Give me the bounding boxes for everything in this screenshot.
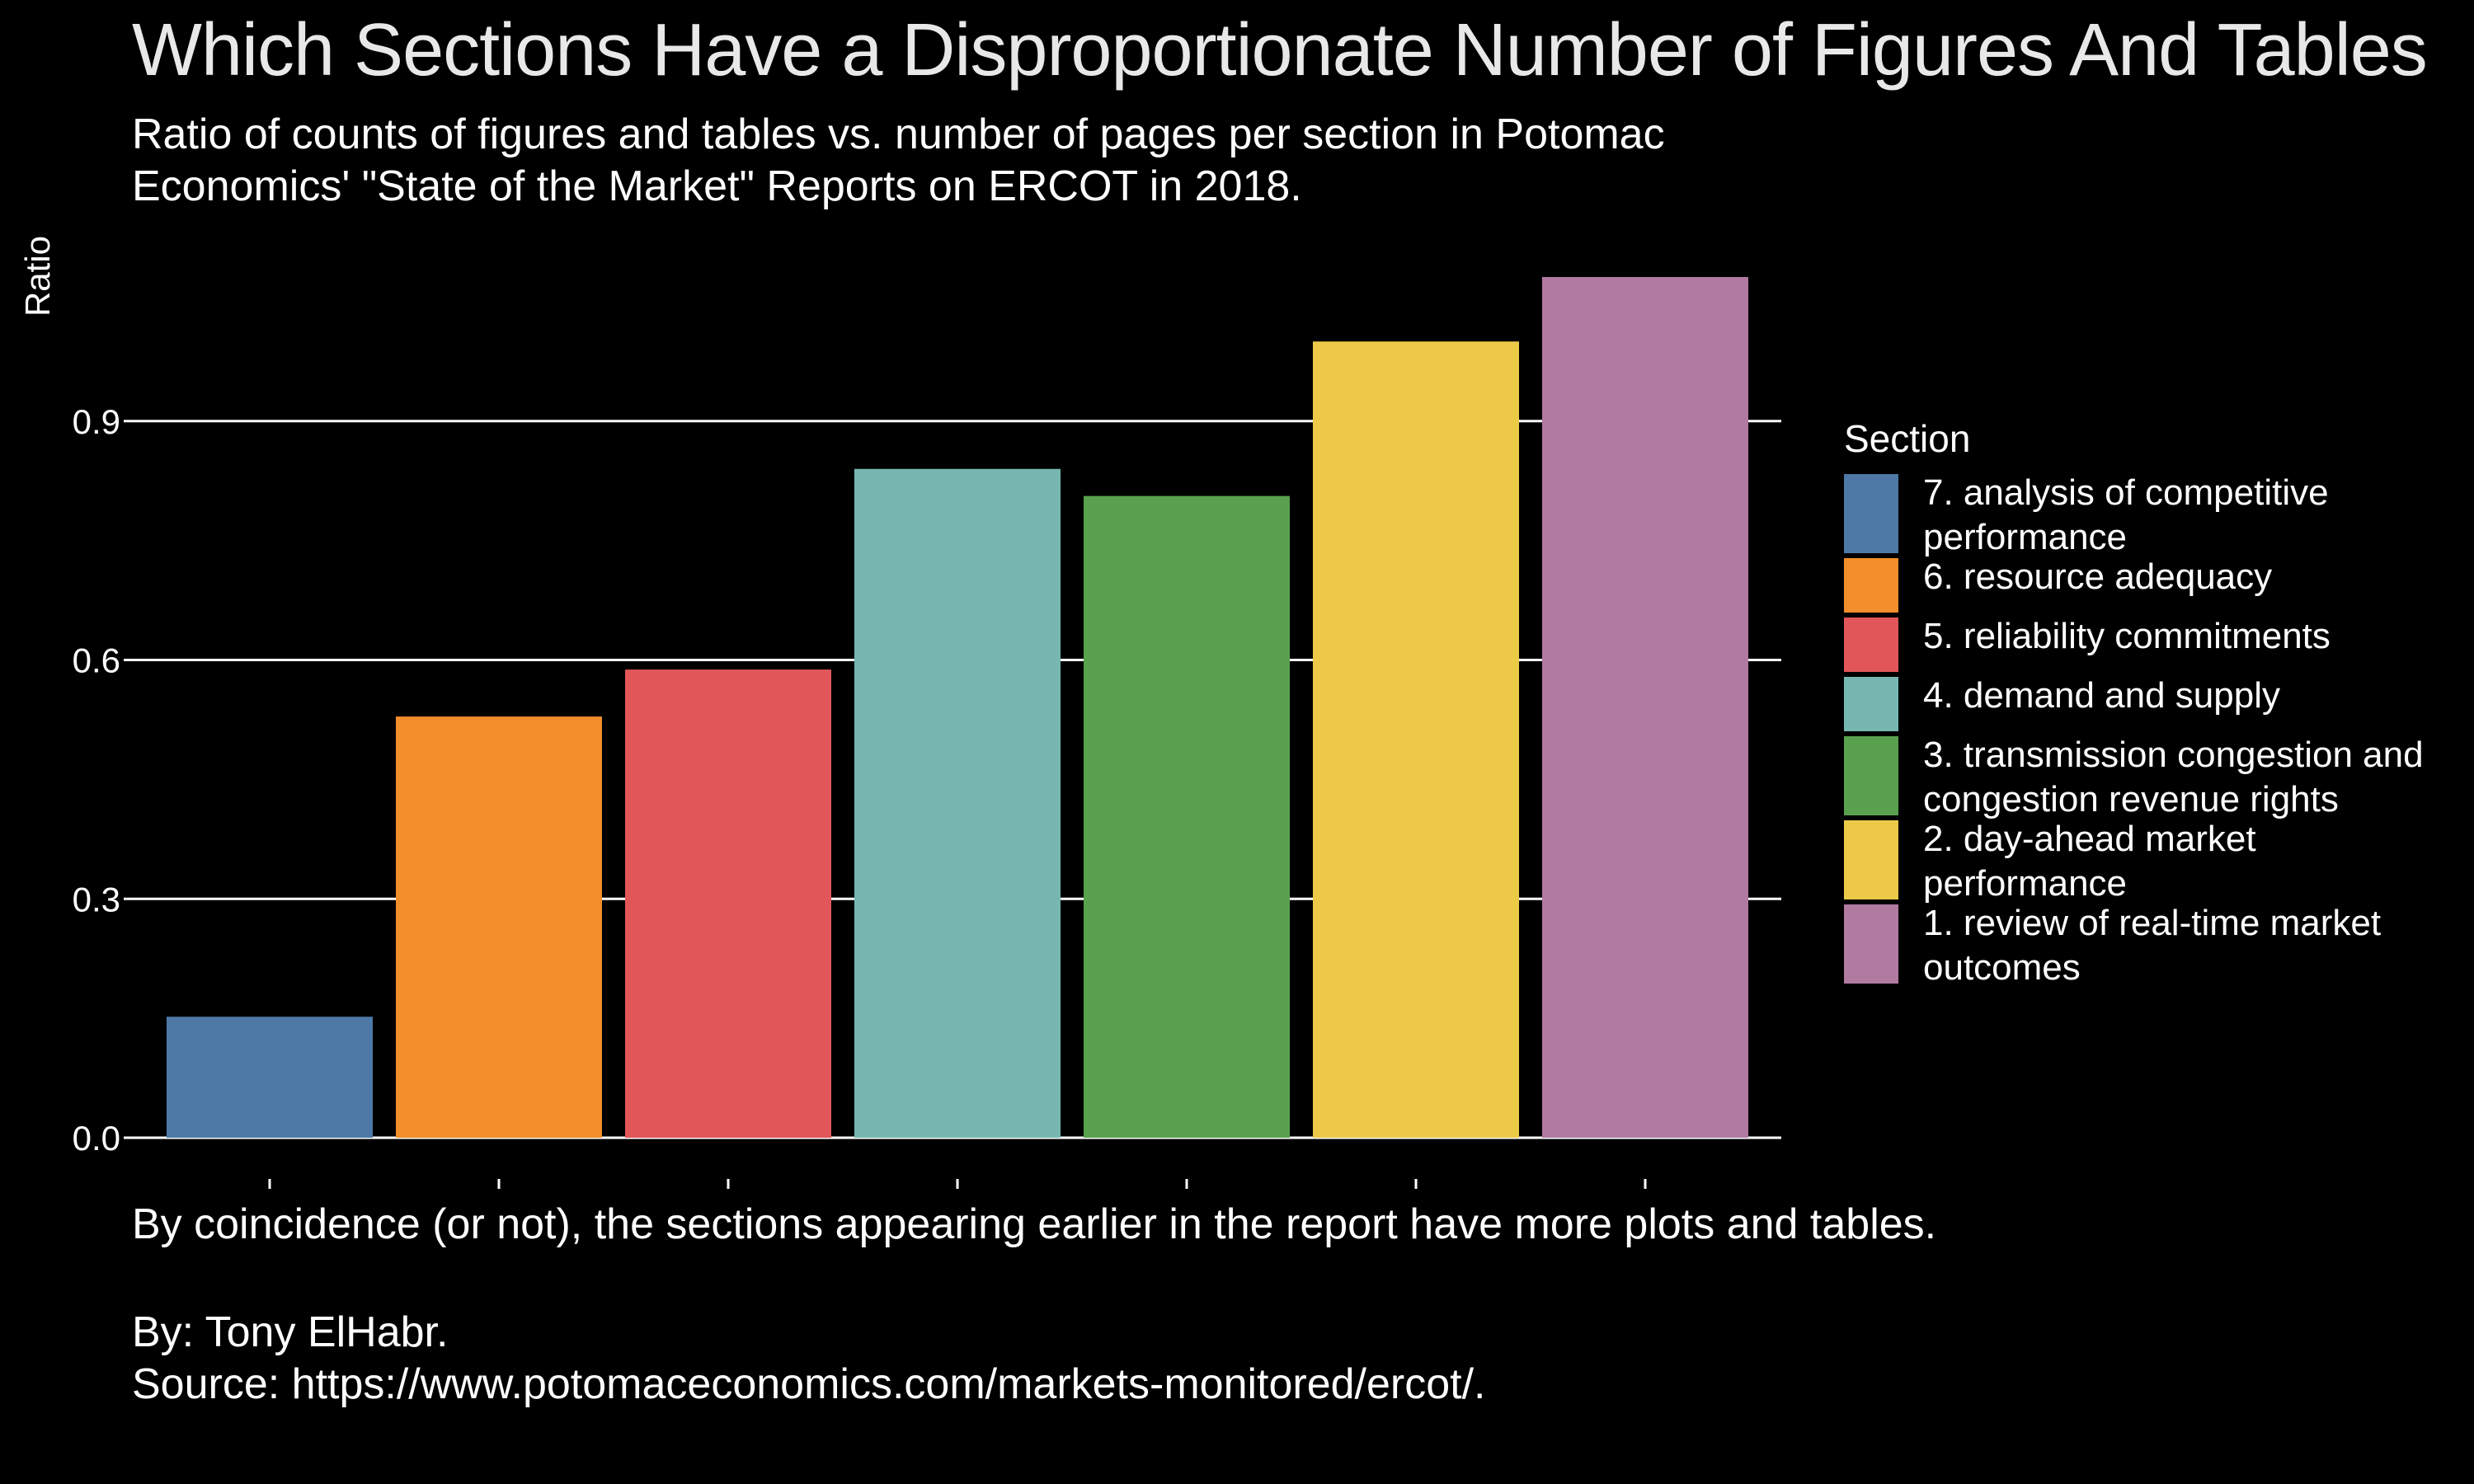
y-tick-label: 0.3 <box>73 880 120 918</box>
legend-item-section-4: 4. demand and supply <box>1844 674 2471 733</box>
legend-swatch <box>1844 677 1898 731</box>
legend-label: 6. resource adequacy <box>1923 556 2273 597</box>
chart-caption: By coincidence (or not), the sections ap… <box>132 1200 1937 1248</box>
chart-subtitle: Ratio of counts of figures and tables vs… <box>132 110 1665 210</box>
legend-label: 4. demand and supply <box>1923 675 2280 716</box>
legend-swatch <box>1844 558 1898 613</box>
legend-swatch <box>1844 736 1898 815</box>
y-tick-label: 0.6 <box>73 641 120 680</box>
chart-credit: By: Tony ElHabr. Source: https://www.pot… <box>132 1307 1486 1411</box>
source-credit: Source: https://www.potomaceconomics.com… <box>132 1360 1486 1408</box>
legend: Section 7. analysis of competitive perfo… <box>1844 416 2471 988</box>
y-tick-label: 0.9 <box>73 402 120 441</box>
legend-item-section-5: 5. reliability commitments <box>1844 614 2471 674</box>
legend-swatch <box>1844 474 1898 553</box>
bar <box>1084 495 1290 1138</box>
legend-label: 1. review of real-time market outcomes <box>1923 903 2382 988</box>
legend-label: 5. reliability commitments <box>1923 616 2331 656</box>
author-credit: By: Tony ElHabr. <box>132 1308 449 1356</box>
y-axis-ticks: 0.0 0.3 0.6 0.9 <box>73 402 120 1158</box>
legend-swatch <box>1844 618 1898 672</box>
legend-swatch <box>1844 904 1898 984</box>
chart-title: Which Sections Have a Disproportionate N… <box>132 9 2428 92</box>
legend-item-section-2: 2. day-ahead market performance <box>1844 817 2471 904</box>
legend-item-section-7: 7. analysis of competitive performance <box>1844 471 2471 557</box>
legend-swatch <box>1844 820 1898 899</box>
legend-label: 3. transmission congestion and congestio… <box>1923 735 2424 819</box>
bar <box>625 669 831 1138</box>
bar <box>1313 341 1519 1139</box>
legend-label: 2. day-ahead market performance <box>1923 819 2256 904</box>
legend-label: 7. analysis of competitive performance <box>1923 472 2329 557</box>
y-tick-label: 0.0 <box>73 1119 120 1158</box>
legend-item-section-1: 1. review of real-time market outcomes <box>1844 901 2471 988</box>
x-axis-ticks <box>268 1179 1647 1189</box>
legend-item-section-6: 6. resource adequacy <box>1844 555 2471 614</box>
bar <box>167 1017 373 1138</box>
bar <box>396 716 602 1138</box>
legend-title: Section <box>1844 417 1971 460</box>
bars <box>167 277 1748 1139</box>
bar <box>1542 277 1748 1138</box>
legend-item-section-3: 3. transmission congestion and congestio… <box>1844 733 2471 819</box>
bar <box>854 468 1061 1138</box>
